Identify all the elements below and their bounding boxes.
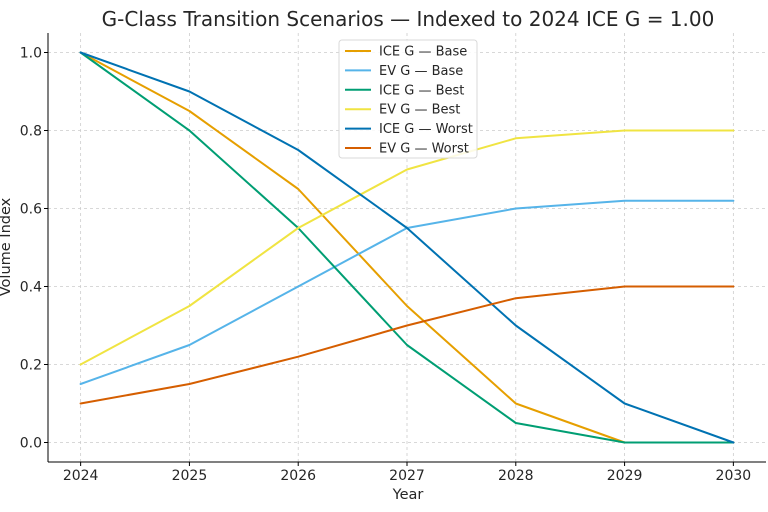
- legend-label: ICE G — Base: [379, 45, 467, 60]
- series-line-4: [79, 51, 735, 444]
- x-tick-label: 2024: [63, 468, 99, 484]
- legend-label: ICE G — Worst: [379, 122, 473, 137]
- series-lines: [79, 51, 735, 444]
- legend: ICE G — Base EV G — Base ICE G — Best EV G …: [338, 39, 478, 159]
- y-tick-label: 0.8: [20, 124, 42, 140]
- x-axis-label: Year: [392, 487, 424, 503]
- y-tick-label: 0.6: [20, 202, 42, 218]
- legend-label: EV G — Base: [379, 64, 463, 79]
- legend-box: [338, 39, 478, 159]
- y-tick-label: 0.4: [20, 280, 42, 296]
- x-tick-label: 2030: [716, 468, 752, 484]
- x-tick-label: 2026: [280, 468, 316, 484]
- x-tick-label: 2029: [607, 468, 643, 484]
- x-tick-label: 2028: [498, 468, 534, 484]
- series-line-5: [79, 285, 735, 405]
- x-tick-label: 2027: [389, 468, 425, 484]
- chart-title: G-Class Transition Scenarios — Indexed t…: [102, 7, 715, 31]
- y-tick-label: 1.0: [20, 46, 42, 62]
- series-line-3: [79, 129, 735, 366]
- y-axis-label: Volume Index: [0, 197, 14, 296]
- y-axis-ticks: 0.0 0.2 0.4 0.6 0.8 1.0: [20, 46, 48, 452]
- y-tick-label: 0.2: [20, 358, 42, 374]
- legend-label: EV G — Best: [379, 103, 460, 118]
- x-tick-label: 2025: [172, 468, 208, 484]
- y-tick-label: 0.0: [20, 436, 42, 452]
- series-line-2: [79, 51, 735, 444]
- legend-label: ICE G — Best: [379, 83, 464, 98]
- legend-label: EV G — Worst: [379, 142, 469, 157]
- x-axis-ticks: 2024 2025 2026 2027 2028 2029 2030: [63, 462, 751, 484]
